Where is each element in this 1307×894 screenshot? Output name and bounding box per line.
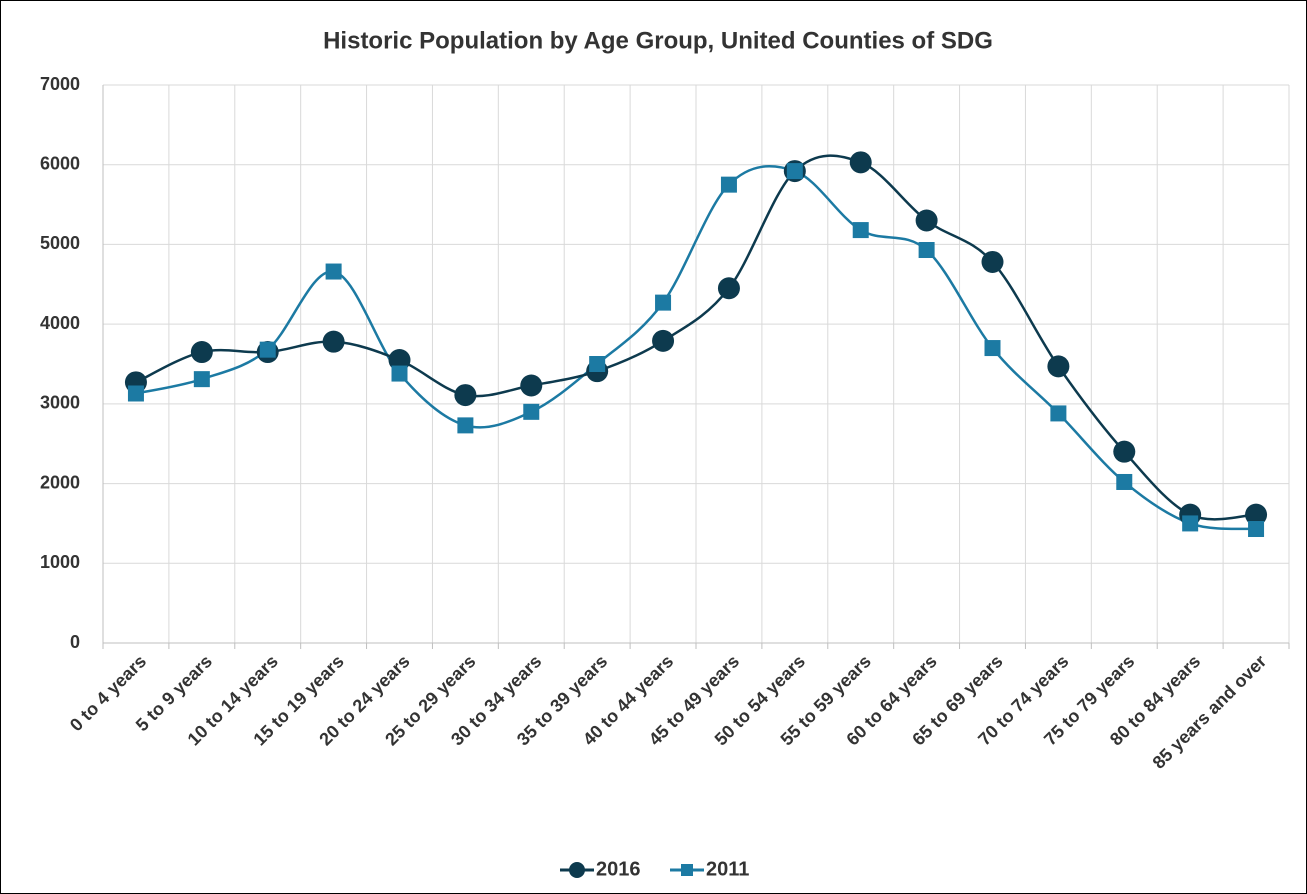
y-tick-label: 7000: [40, 74, 80, 94]
data-point: [1116, 473, 1133, 490]
data-point: [127, 385, 144, 402]
data-point: [849, 151, 872, 174]
y-tick-label: 0: [70, 632, 80, 652]
chart-title: Historic Population by Age Group, United…: [323, 27, 993, 54]
data-point: [1047, 355, 1070, 378]
data-point: [786, 163, 803, 180]
y-tick-label: 1000: [40, 552, 80, 572]
legend-label: 2016: [596, 858, 641, 880]
data-point: [325, 263, 342, 280]
data-point: [852, 222, 869, 239]
data-point: [1245, 503, 1268, 526]
data-point: [918, 242, 935, 259]
data-point: [190, 341, 213, 364]
y-tick-label: 3000: [40, 393, 80, 413]
data-point: [1050, 405, 1067, 422]
data-point: [1113, 440, 1136, 463]
data-point: [652, 329, 675, 352]
data-point: [1182, 515, 1199, 532]
y-tick-label: 6000: [40, 153, 80, 173]
data-point: [457, 417, 474, 434]
data-point: [717, 277, 740, 300]
legend-marker: [681, 864, 693, 876]
y-tick-label: 2000: [40, 472, 80, 492]
y-tick-label: 5000: [40, 233, 80, 253]
data-point: [388, 349, 411, 372]
data-point: [193, 371, 210, 388]
data-point: [520, 374, 543, 397]
data-point: [523, 403, 540, 420]
data-point: [1248, 521, 1265, 538]
y-tick-label: 4000: [40, 313, 80, 333]
data-point: [915, 209, 938, 232]
data-point: [655, 294, 672, 311]
legend-marker: [569, 862, 585, 878]
data-point: [391, 365, 408, 382]
data-point: [984, 340, 1001, 357]
data-point: [981, 250, 1004, 273]
data-point: [589, 356, 606, 372]
data-point: [259, 341, 276, 358]
legend-label: 2011: [706, 858, 749, 880]
data-point: [720, 176, 737, 193]
data-point: [454, 384, 477, 407]
data-point: [322, 330, 345, 353]
